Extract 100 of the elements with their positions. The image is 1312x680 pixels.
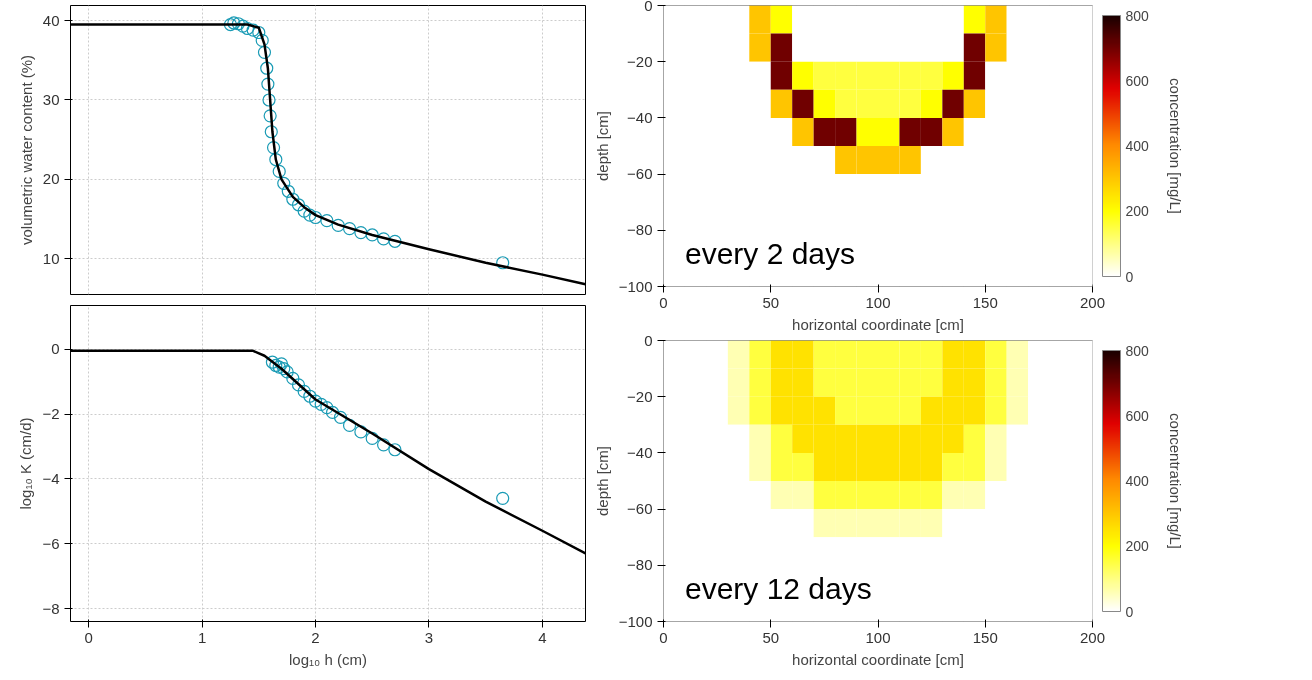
x-tick-label: 3 xyxy=(424,628,434,646)
color-bar-label: 0 xyxy=(1125,603,1134,620)
y-tick-label: −100 xyxy=(618,612,653,630)
y-tick-label: −60 xyxy=(627,500,653,518)
point xyxy=(376,438,391,452)
color-bar-title: concentration [mg/L] xyxy=(1166,78,1184,214)
y-tick-label: −2 xyxy=(42,405,60,423)
y-tick-label: −40 xyxy=(627,108,653,126)
y-tick-label: 30 xyxy=(42,90,60,108)
point xyxy=(286,371,300,386)
y-tick-label: −20 xyxy=(627,52,653,70)
point xyxy=(297,384,311,398)
annotation: every 2 days xyxy=(684,236,856,270)
color-bar-label: 200 xyxy=(1125,203,1150,220)
point xyxy=(281,184,295,198)
point xyxy=(231,17,245,31)
point xyxy=(223,17,238,32)
point xyxy=(342,418,357,433)
y-tick-label: −8 xyxy=(42,599,60,617)
x-tick-label: 150 xyxy=(972,293,998,311)
color-bar-label: 800 xyxy=(1125,342,1150,359)
point xyxy=(376,232,391,246)
point xyxy=(303,208,317,222)
color-bar-label: 800 xyxy=(1125,7,1150,24)
point xyxy=(325,405,340,420)
x-axis-title: horizontal coordinate [cm] xyxy=(792,315,964,333)
y-tick-label: 10 xyxy=(42,249,60,267)
y-tick-label: 20 xyxy=(42,170,60,188)
point xyxy=(266,141,281,155)
y-tick-label: −80 xyxy=(627,556,653,574)
y-tick-label: −20 xyxy=(627,387,653,405)
y-tick-label: −4 xyxy=(42,469,60,487)
point xyxy=(320,401,334,415)
point xyxy=(496,256,510,270)
point xyxy=(260,61,274,75)
point xyxy=(297,204,311,218)
point xyxy=(354,225,368,240)
x-tick-label: 200 xyxy=(1079,293,1106,311)
annotation: every 12 days xyxy=(684,571,872,605)
point xyxy=(236,19,250,33)
point xyxy=(291,378,306,392)
color-bar-label: 0 xyxy=(1125,268,1134,285)
point xyxy=(331,218,345,233)
x-tick-label: 0 xyxy=(659,293,668,311)
y-tick-label: 0 xyxy=(644,0,653,14)
point xyxy=(365,431,379,445)
x-tick-label: 0 xyxy=(84,628,93,646)
point xyxy=(354,425,368,439)
x-tick-label: 1 xyxy=(197,628,207,646)
point xyxy=(227,16,241,30)
x-tick-label: 100 xyxy=(865,293,891,311)
y-tick-label: −100 xyxy=(618,277,653,295)
point xyxy=(388,234,402,248)
point xyxy=(257,45,272,59)
color-bar-label: 600 xyxy=(1125,72,1150,89)
point xyxy=(277,176,291,190)
y-tick-label: 0 xyxy=(644,331,653,349)
point xyxy=(308,394,323,408)
y-axis-title: depth [cm] xyxy=(593,445,611,517)
y-tick-label: −6 xyxy=(42,534,60,552)
x-tick-label: 4 xyxy=(538,628,547,646)
y-tick-label: 0 xyxy=(51,340,60,358)
color-bar-title: concentration [mg/L] xyxy=(1166,413,1184,549)
point xyxy=(246,23,260,37)
point xyxy=(342,222,357,236)
y-axis-title: depth [cm] xyxy=(593,110,611,182)
point xyxy=(261,77,275,91)
point xyxy=(286,192,300,206)
y-axis-title: log₁₀ K (cm/d) xyxy=(17,417,35,510)
color-bar-label: 400 xyxy=(1125,473,1150,489)
point xyxy=(262,93,276,107)
y-tick-label: −60 xyxy=(627,165,653,183)
point xyxy=(240,21,255,36)
x-axis-title: log₁₀ h (cm) xyxy=(289,650,367,668)
point xyxy=(264,125,278,139)
y-tick-label: −80 xyxy=(627,221,653,239)
point xyxy=(365,228,379,242)
point xyxy=(333,410,348,424)
point xyxy=(308,210,323,225)
x-tick-label: 50 xyxy=(762,293,780,311)
point xyxy=(320,214,334,228)
y-axis-title: volumetric water content (%) xyxy=(17,54,35,246)
x-tick-label: 0 xyxy=(659,628,668,646)
y-tick-label: 40 xyxy=(42,11,60,29)
color-bar-label: 400 xyxy=(1125,138,1150,154)
x-axis-title: horizontal coordinate [cm] xyxy=(792,650,964,668)
point xyxy=(265,355,280,369)
point xyxy=(388,443,402,457)
point xyxy=(263,109,277,123)
point xyxy=(314,397,328,411)
color-bar-label: 600 xyxy=(1125,407,1150,424)
color-bar-label: 200 xyxy=(1125,538,1150,555)
x-tick-label: 2 xyxy=(311,628,320,646)
point xyxy=(255,33,269,48)
x-tick-label: 50 xyxy=(762,628,780,646)
point xyxy=(496,491,510,505)
point xyxy=(252,25,266,40)
y-tick-label: −40 xyxy=(627,443,653,461)
x-tick-label: 150 xyxy=(972,628,998,646)
point xyxy=(291,198,306,212)
